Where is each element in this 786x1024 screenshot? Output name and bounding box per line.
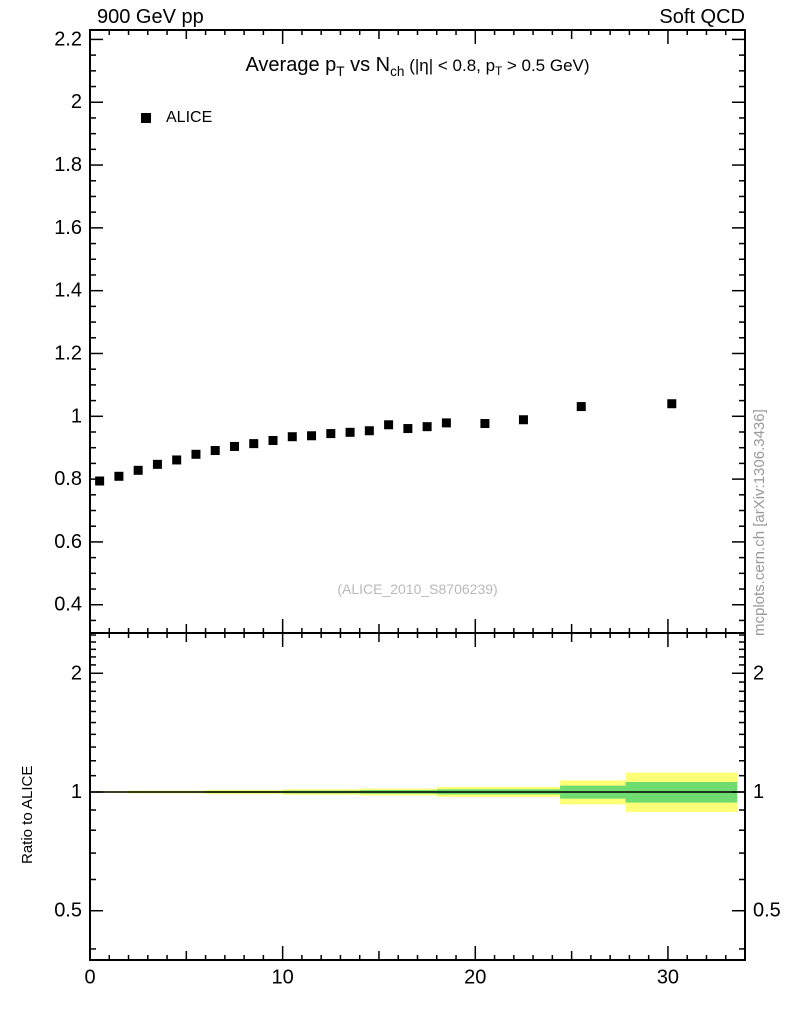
data-point (210, 446, 220, 456)
title-text: Average p (245, 54, 337, 76)
main-y-tick-label: 0.6 (54, 531, 82, 553)
x-tick-label: 30 (657, 967, 679, 989)
main-y-tick-label: 1 (71, 405, 82, 427)
plot-title: Average pT vs Nch (|η| < 0.8, pT > 0.5 G… (90, 54, 745, 80)
main-panel-frame (89, 29, 746, 634)
main-y-tick-label: 1.4 (54, 280, 82, 302)
data-point (114, 471, 124, 481)
data-point (152, 459, 162, 469)
data-point (576, 402, 586, 412)
data-point (191, 449, 201, 459)
x-tick-label: 20 (464, 967, 486, 989)
main-y-tick-label: 1.6 (54, 217, 82, 239)
data-point (268, 435, 278, 445)
beam-energy-label: 900 GeV pp (97, 6, 204, 28)
alice-square-marker-icon (141, 113, 151, 123)
main-y-tick-label: 2 (71, 91, 82, 113)
x-tick-label: 10 (272, 967, 294, 989)
ratio-y-tick-label-left: 2 (71, 662, 82, 684)
ratio-y-tick-label-left: 1 (71, 781, 82, 803)
data-point (133, 465, 143, 475)
data-point (403, 424, 413, 434)
ratio-y-tick-label-right: 0.5 (753, 900, 781, 922)
data-point (307, 431, 317, 441)
data-point (172, 455, 182, 465)
x-tick-label: 0 (84, 967, 95, 989)
title-text: vs N (344, 54, 391, 76)
data-point (345, 427, 355, 437)
title-cuts-text: (|η| < 0.8, p (404, 56, 496, 75)
legend-label: ALICE (166, 109, 213, 126)
ratio-y-tick-label-right: 1 (753, 781, 764, 803)
reference-label: (ALICE_2010_S8706239) (337, 581, 498, 597)
data-point (364, 426, 374, 436)
main-y-tick-label: 0.4 (54, 594, 82, 616)
title-subscript: T (336, 64, 345, 80)
main-y-tick-label: 0.8 (54, 468, 82, 490)
main-y-tick-label: 2.2 (54, 28, 82, 50)
data-point (229, 441, 239, 451)
process-group-label: Soft QCD (659, 6, 745, 28)
data-point (326, 429, 336, 439)
data-point (422, 422, 432, 432)
data-point (287, 432, 297, 442)
legend: ALICE (141, 109, 212, 127)
data-point (518, 415, 528, 425)
data-point (249, 439, 259, 449)
title-subscript: ch (390, 64, 405, 80)
ratio-y-tick-label-left: 0.5 (54, 900, 82, 922)
data-point (95, 476, 105, 486)
data-point (441, 418, 451, 428)
main-y-tick-label: 1.2 (54, 342, 82, 364)
main-y-tick-label: 1.8 (54, 154, 82, 176)
data-point (384, 420, 394, 430)
ratio-y-tick-label-right: 2 (753, 662, 764, 684)
title-subscript: T (495, 66, 503, 79)
title-cuts-text: > 0.5 GeV) (502, 56, 590, 75)
data-point (667, 399, 677, 409)
data-point (480, 419, 490, 429)
